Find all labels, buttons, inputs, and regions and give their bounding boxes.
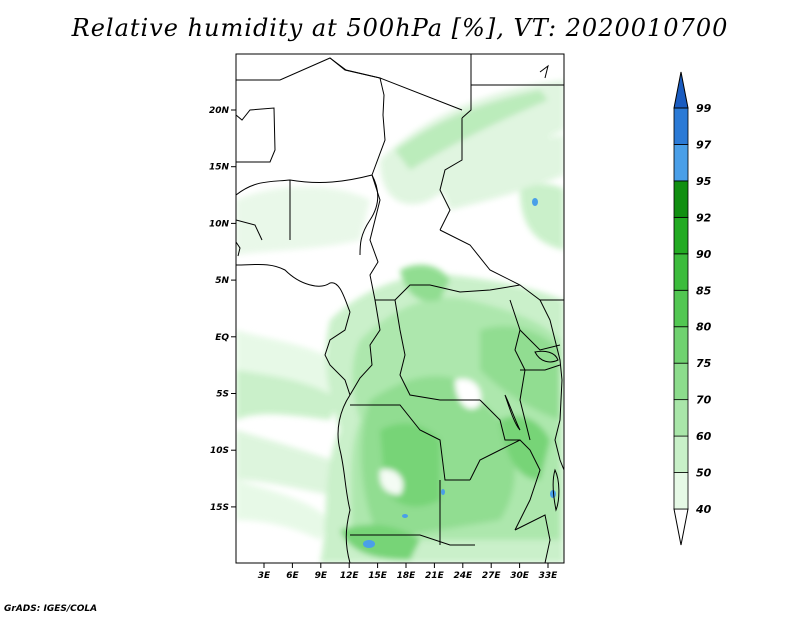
colorbar-level-label: 92 xyxy=(696,211,712,224)
colorbar-segment xyxy=(673,107,689,145)
lon-tick-label: 21E xyxy=(425,571,445,581)
grads-credit: GrADS: IGES/COLA xyxy=(4,604,98,614)
colorbar: 40 50 60 70 75 80 85 90 92 95 97 99 xyxy=(673,71,712,546)
colorbar-level-label: 85 xyxy=(696,284,712,297)
lon-tick-label: 18E xyxy=(397,571,417,581)
lat-tick-label: EQ xyxy=(215,333,229,343)
map-frame xyxy=(235,53,565,564)
lon-tick-label: 30E xyxy=(510,571,530,581)
lon-tick-label: 12E xyxy=(340,571,360,581)
colorbar-level-label: 70 xyxy=(696,394,712,407)
lon-tick-label: 6E xyxy=(286,571,299,581)
colorbar-level-label: 60 xyxy=(696,430,712,443)
colorbar-segment xyxy=(673,326,689,364)
colorbar-segment xyxy=(673,472,689,510)
lat-tick-label: 10N xyxy=(209,219,230,229)
colorbar-segment xyxy=(673,216,689,255)
colorbar-level-label: 95 xyxy=(696,175,712,188)
lat-tick-label: 5S xyxy=(216,390,229,400)
lat-tick-label: 5N xyxy=(215,276,229,286)
country-borders xyxy=(236,54,564,563)
colorbar-segment xyxy=(673,399,689,437)
map-title: Relative humidity at 500hPa [%], VT: 202… xyxy=(71,14,729,42)
colorbar-level-label: 97 xyxy=(696,138,712,151)
colorbar-segment xyxy=(673,180,689,218)
colorbar-segment xyxy=(673,144,689,182)
colorbar-level-label: 99 xyxy=(696,102,712,115)
colorbar-level-label: 80 xyxy=(696,321,712,334)
lon-tick-label: 27E xyxy=(482,571,502,581)
colorbar-segment xyxy=(673,289,689,328)
colorbar-segment xyxy=(673,435,689,473)
lat-tick-label: 20N xyxy=(209,106,230,116)
humidity-field xyxy=(236,54,564,563)
colorbar-level-label: 50 xyxy=(696,467,712,480)
lon-tick-label: 9E xyxy=(315,571,328,581)
longitude-axis: 3E 6E 9E 12E 15E 18E 21E 24E 27E 30E 33E xyxy=(258,563,558,581)
colorbar-over-triangle xyxy=(673,71,689,109)
latitude-axis: 20N 15N 10N 5N EQ 5S 10S 15S xyxy=(209,106,236,513)
colorbar-under-triangle xyxy=(673,508,689,546)
lon-tick-label: 3E xyxy=(258,571,271,581)
colorbar-level-label: 40 xyxy=(695,503,712,516)
colorbar-segment xyxy=(673,253,689,291)
lon-tick-label: 15E xyxy=(368,571,388,581)
colorbar-level-label: 90 xyxy=(696,248,712,261)
colorbar-segment xyxy=(673,362,689,401)
lat-tick-label: 15N xyxy=(209,163,230,173)
lon-tick-label: 24E xyxy=(453,571,473,581)
colorbar-level-label: 75 xyxy=(696,357,712,370)
lat-tick-label: 10S xyxy=(210,446,229,456)
lat-tick-label: 15S xyxy=(210,503,229,513)
lon-tick-label: 33E xyxy=(539,571,559,581)
